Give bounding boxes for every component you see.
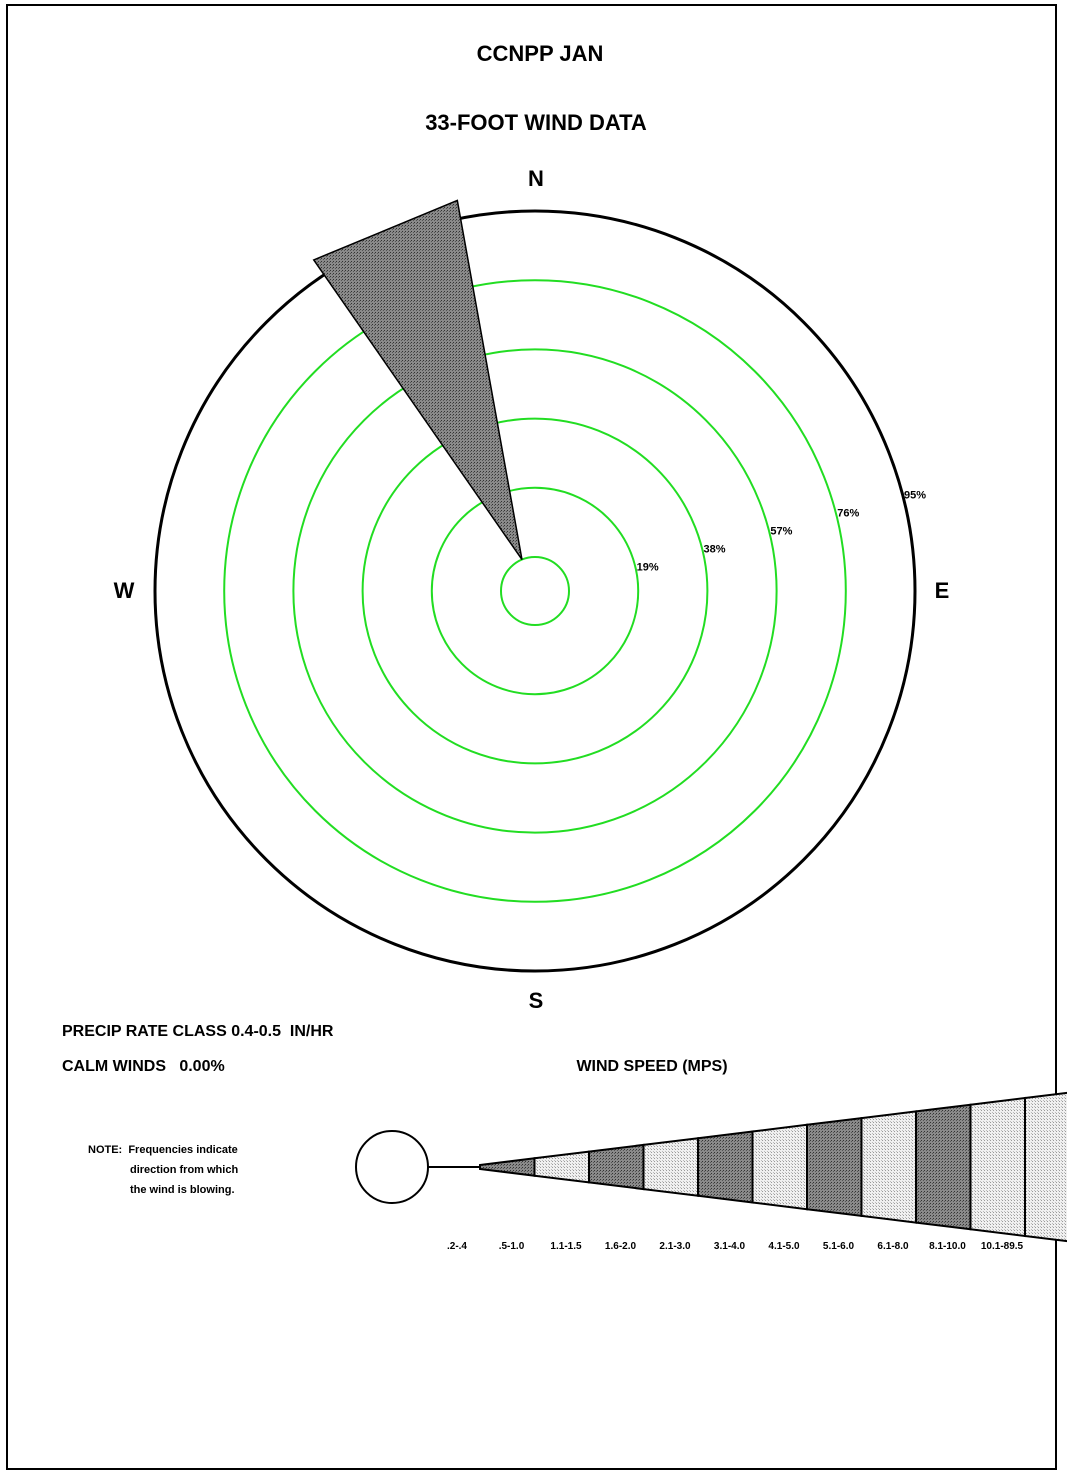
precip-rate-label: PRECIP RATE CLASS 0.4-0.5 IN/HR [62,1023,334,1040]
petal-nnw [312,199,523,561]
note-line-1: NOTE: Frequencies indicate [88,1144,238,1156]
calm-circle [500,556,570,626]
note-line-2: direction from which [130,1164,238,1176]
legend-segment-3 [588,1143,645,1191]
note-line-3: the wind is blowing. [130,1184,235,1196]
legend-category-label: .5-1.0 [499,1241,525,1252]
direction-label-east: E [935,578,950,603]
frequency-ring-3 [292,348,778,834]
legend-segment-11 [1024,1091,1067,1243]
legend-segment-10 [969,1096,1026,1238]
legend-segment-7 [806,1116,863,1218]
legend-category-label: 3.1-4.0 [714,1241,746,1252]
ring-label-5: 95% [904,490,926,502]
ring-label-4: 76% [837,508,859,520]
legend-category-label: 1.1-1.5 [550,1241,582,1252]
legend-segment-9 [915,1103,972,1231]
calm-winds-label: CALM WINDS 0.00% [62,1058,225,1075]
frequency-ring-4 [223,279,847,903]
ring-label-1: 19% [637,561,659,573]
legend-segment-5 [697,1130,754,1204]
rose-plot: 19% 38% 57% 76% 95% [153,199,926,973]
frequency-ring-2 [361,417,709,765]
legend-segment-8 [860,1110,917,1224]
direction-label-south: S [529,988,544,1013]
legend-segment-2 [533,1150,590,1184]
chart-title: CCNPP JAN [477,41,604,66]
legend-category-label: 1.6-2.0 [605,1241,637,1252]
legend-calm-circle [355,1130,429,1204]
legend-category-label: 10.1-89.5 [981,1241,1024,1252]
legend-segment-4 [642,1137,699,1197]
ring-label-2: 38% [704,543,726,555]
frequency-ring-1 [430,486,640,696]
ring-label-3: 57% [770,525,792,537]
direction-label-north: N [528,166,544,191]
legend-category-label: 6.1-8.0 [877,1241,909,1252]
legend-segment-6 [751,1123,808,1211]
legend-category-label: 8.1-10.0 [929,1241,966,1252]
direction-label-west: W [114,578,135,603]
legend-category-label: 5.1-6.0 [823,1241,855,1252]
legend-category-label: 4.1-5.0 [768,1241,800,1252]
chart-subtitle: 33-FOOT WIND DATA [425,110,647,135]
outer-ring [153,209,917,973]
legend-category-label: 2.1-3.0 [659,1241,691,1252]
speed-legend: .2-.4 .5-1.0 1.1-1.5 1.6-2.0 2.1-3.0 3.1-4.0 4… [355,1091,1067,1252]
legend-segment-1 [479,1157,536,1177]
legend-category-label: .2-.4 [447,1241,467,1252]
chart-frame [6,4,1057,1470]
legend-title: WIND SPEED (MPS) [576,1058,727,1075]
